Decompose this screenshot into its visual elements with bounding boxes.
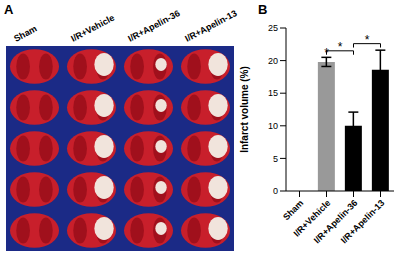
svg-text:Sham: Sham bbox=[12, 23, 38, 43]
svg-text:Sham: Sham bbox=[281, 198, 305, 222]
html-text:B: B bbox=[258, 2, 268, 17]
svg-text:I/R+Apelin-13: I/R+Apelin-13 bbox=[339, 198, 387, 246]
svg-text:20: 20 bbox=[268, 56, 278, 66]
svg-text:A: A bbox=[4, 2, 14, 17]
svg-text:25: 25 bbox=[268, 23, 278, 33]
svg-text:I/R+Apelin-13: I/R+Apelin-13 bbox=[183, 8, 238, 44]
svg-text:*: * bbox=[365, 33, 370, 47]
svg-text:10: 10 bbox=[268, 121, 278, 131]
svg-text:Infarct volume (%): Infarct volume (%) bbox=[239, 66, 250, 153]
svg-text:I/R+Apelin-36: I/R+Apelin-36 bbox=[311, 197, 360, 246]
svg-text:I/R+Apelin-36: I/R+Apelin-36 bbox=[126, 8, 181, 44]
svg-text:I/R+Vehicle: I/R+Vehicle bbox=[291, 197, 333, 239]
svg-text:I/R+Vehicle: I/R+Vehicle bbox=[69, 13, 116, 44]
svg-text:*: * bbox=[338, 40, 343, 54]
svg-text:5: 5 bbox=[273, 154, 278, 164]
svg-text:15: 15 bbox=[268, 88, 278, 98]
svg-text:0: 0 bbox=[273, 186, 278, 196]
svg-text:*: * bbox=[324, 46, 329, 60]
